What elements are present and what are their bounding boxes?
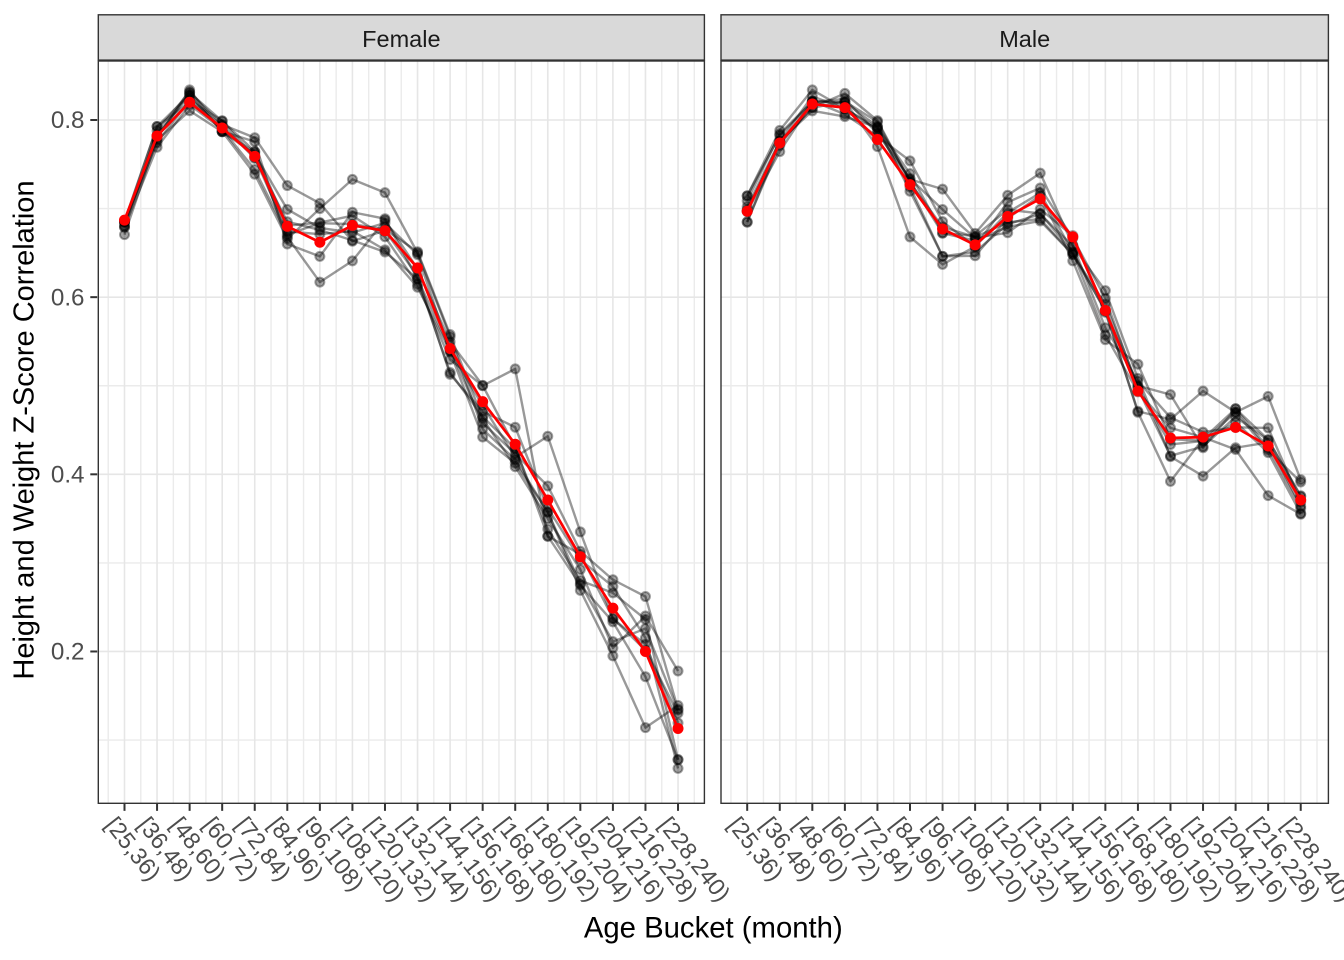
svg-text:0.8: 0.8 — [51, 107, 85, 134]
svg-text:Height and Weight Z-Score Corr: Height and Weight Z-Score Correlation — [9, 180, 41, 679]
svg-text:Female: Female — [362, 26, 440, 52]
svg-text:0.4: 0.4 — [51, 462, 85, 489]
svg-text:0.2: 0.2 — [51, 639, 85, 666]
svg-text:0.6: 0.6 — [51, 284, 85, 311]
svg-text:Male: Male — [999, 26, 1050, 52]
svg-text:Age Bucket (month): Age Bucket (month) — [584, 912, 843, 945]
